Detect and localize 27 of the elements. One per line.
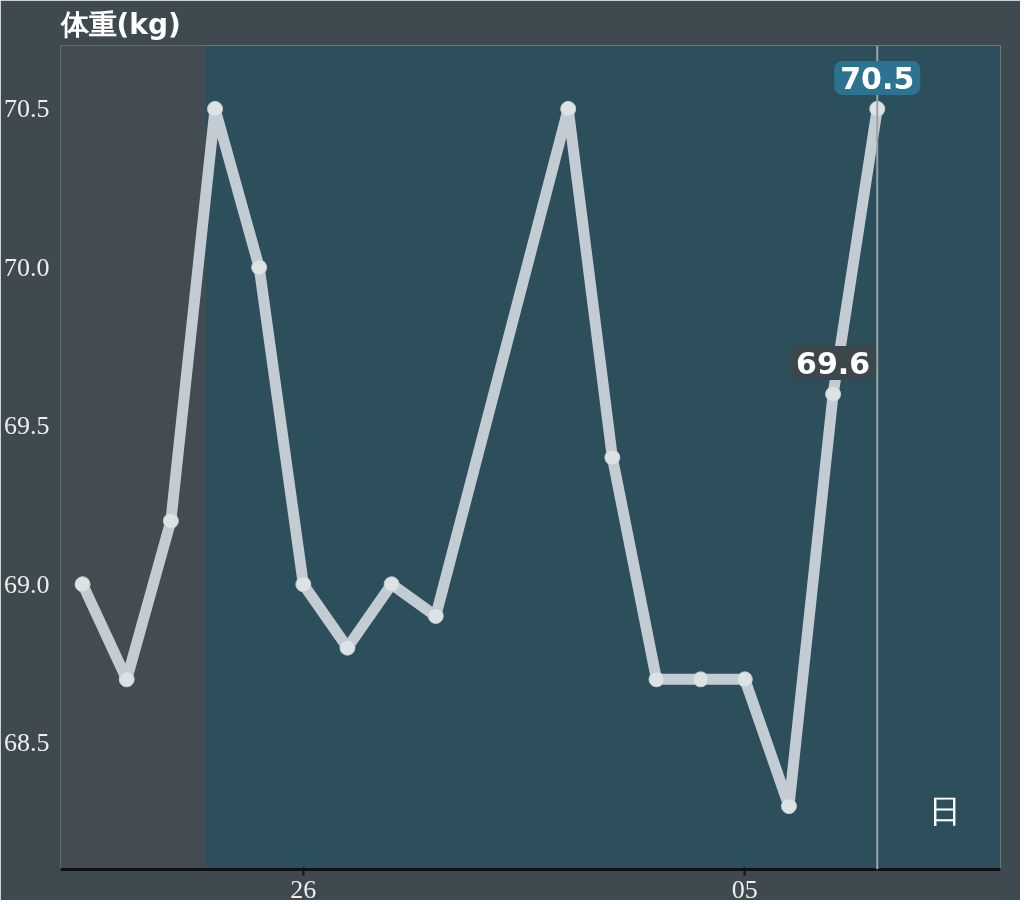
point: [648, 671, 665, 688]
point: [118, 671, 135, 688]
chart-title: 体重(kg): [59, 7, 181, 41]
point: [339, 639, 356, 656]
point: [780, 798, 797, 815]
x-axis-title: 日: [928, 791, 961, 830]
point: [162, 512, 179, 529]
point: [383, 576, 400, 593]
point: [736, 671, 753, 688]
x-tick-label: 05: [731, 874, 758, 904]
data-label: 69.6: [796, 346, 871, 382]
y-tick-label: 70.0: [4, 252, 50, 282]
point: [692, 671, 709, 688]
x-tick-label: 26: [290, 874, 317, 904]
point: [427, 607, 444, 624]
point: [825, 386, 842, 403]
point: [295, 576, 312, 593]
point: [207, 100, 224, 117]
point: [604, 449, 621, 466]
y-tick-label: 69.5: [4, 411, 50, 441]
point: [251, 259, 268, 276]
y-tick-label: 68.5: [4, 728, 50, 758]
y-tick-label: 69.0: [4, 569, 50, 599]
y-tick-label: 70.5: [4, 94, 50, 124]
point: [74, 576, 91, 593]
point: [560, 100, 577, 117]
data-label: 70.5: [840, 60, 915, 96]
